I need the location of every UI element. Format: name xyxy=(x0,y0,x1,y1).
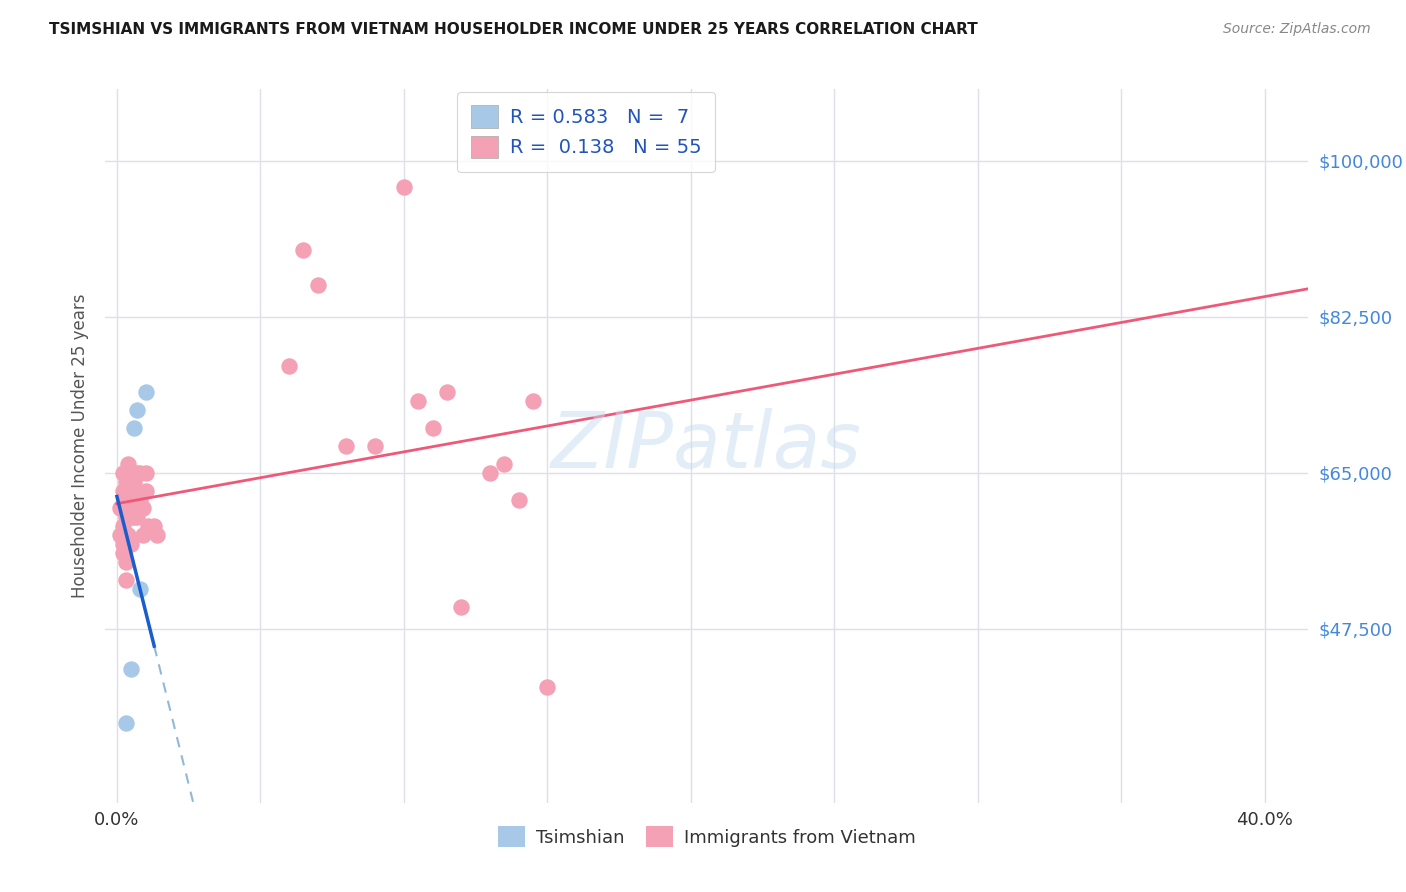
Y-axis label: Householder Income Under 25 years: Householder Income Under 25 years xyxy=(70,293,89,599)
Point xyxy=(111,546,134,560)
Point xyxy=(114,528,136,542)
Text: Source: ZipAtlas.com: Source: ZipAtlas.com xyxy=(1223,22,1371,37)
Point xyxy=(128,466,150,480)
Point xyxy=(111,483,134,498)
Point xyxy=(135,483,157,498)
Point xyxy=(122,501,145,516)
Point xyxy=(120,466,142,480)
Point xyxy=(132,528,155,542)
Point xyxy=(125,510,148,524)
Point xyxy=(108,501,131,516)
Point xyxy=(117,457,139,471)
Point xyxy=(146,528,169,542)
Point xyxy=(125,483,148,498)
Point xyxy=(122,510,145,524)
Point xyxy=(307,278,329,293)
Point xyxy=(122,475,145,489)
Point xyxy=(292,243,315,257)
Point xyxy=(132,501,155,516)
Point xyxy=(114,573,136,587)
Point xyxy=(508,492,530,507)
Point xyxy=(114,510,136,524)
Point xyxy=(494,457,516,471)
Point xyxy=(114,492,136,507)
Point xyxy=(117,492,139,507)
Text: TSIMSHIAN VS IMMIGRANTS FROM VIETNAM HOUSEHOLDER INCOME UNDER 25 YEARS CORRELATI: TSIMSHIAN VS IMMIGRANTS FROM VIETNAM HOU… xyxy=(49,22,979,37)
Point xyxy=(135,466,157,480)
Point xyxy=(138,519,160,533)
Point xyxy=(128,492,150,507)
Point xyxy=(120,510,142,524)
Point xyxy=(536,680,558,694)
Point xyxy=(111,537,134,551)
Point xyxy=(117,510,139,524)
Point xyxy=(125,466,148,480)
Point xyxy=(128,582,150,596)
Point xyxy=(108,528,131,542)
Point xyxy=(111,519,134,533)
Point xyxy=(122,483,145,498)
Point xyxy=(117,475,139,489)
Point xyxy=(143,519,166,533)
Point xyxy=(450,599,472,614)
Point xyxy=(278,359,301,373)
Point xyxy=(146,867,169,881)
Legend: Tsimshian, Immigrants from Vietnam: Tsimshian, Immigrants from Vietnam xyxy=(486,815,927,858)
Point xyxy=(122,421,145,435)
Point xyxy=(522,394,544,409)
Point xyxy=(125,403,148,417)
Point xyxy=(111,466,134,480)
Text: ZIPatlas: ZIPatlas xyxy=(551,408,862,484)
Point xyxy=(392,180,415,194)
Point xyxy=(120,537,142,551)
Point xyxy=(120,662,142,676)
Point xyxy=(117,537,139,551)
Point xyxy=(422,421,444,435)
Point xyxy=(436,385,458,400)
Point xyxy=(117,528,139,542)
Point xyxy=(114,475,136,489)
Point xyxy=(120,483,142,498)
Point xyxy=(364,439,387,453)
Point xyxy=(117,492,139,507)
Point xyxy=(335,439,357,453)
Point xyxy=(114,715,136,730)
Point xyxy=(114,555,136,569)
Point xyxy=(478,466,501,480)
Point xyxy=(135,385,157,400)
Point xyxy=(406,394,429,409)
